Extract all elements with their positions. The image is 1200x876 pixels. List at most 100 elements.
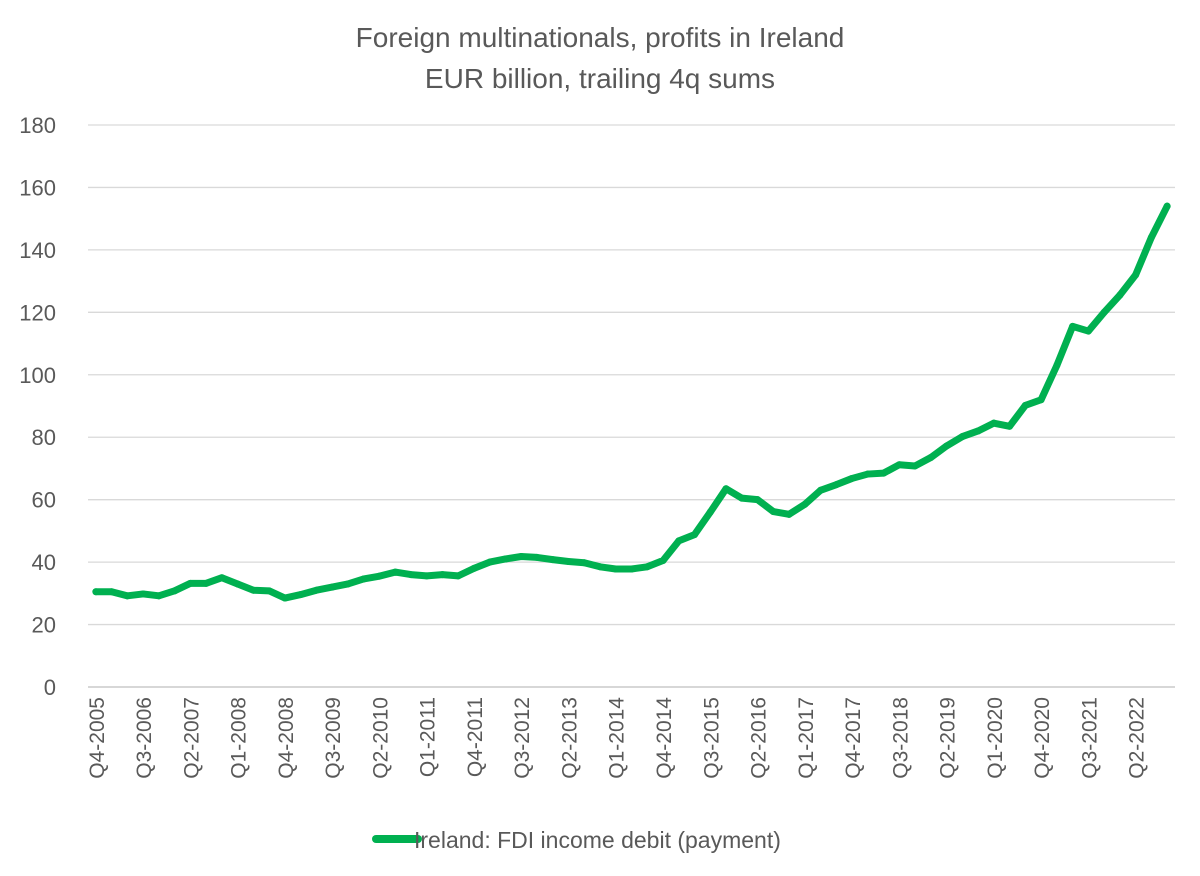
data-point: [754, 496, 762, 504]
data-point: [801, 500, 809, 508]
data-point: [360, 575, 368, 583]
x-tick-label: Q2-2022: [1126, 697, 1149, 779]
data-point: [375, 572, 383, 580]
data-point: [580, 559, 588, 567]
data-point: [1163, 202, 1171, 210]
x-tick-label: Q4-2005: [86, 697, 109, 779]
x-tick-label: Q3-2009: [322, 697, 345, 779]
data-point: [486, 558, 494, 566]
x-tick-label: Q1-2020: [984, 697, 1007, 779]
y-axis-tick-labels: 0 20 40 60 80 100 120 140 160 180: [19, 113, 56, 700]
x-tick-label: Q2-2016: [748, 697, 771, 779]
data-point: [927, 454, 935, 462]
x-tick-label: Q4-2014: [653, 697, 676, 779]
data-point: [895, 461, 903, 469]
x-tick-label: Q3-2018: [889, 697, 912, 779]
data-point: [186, 579, 194, 587]
data-point: [864, 470, 872, 478]
x-tick-label: Q2-2013: [558, 697, 581, 779]
x-tick-label: Q3-2015: [700, 697, 723, 779]
legend-label: Ireland: FDI income debit (payment): [414, 827, 781, 853]
y-tick-label: 0: [44, 675, 56, 700]
x-tick-label: Q1-2014: [606, 697, 629, 779]
data-point: [202, 579, 210, 587]
series-layer: [92, 202, 1171, 602]
data-point: [1100, 308, 1108, 316]
x-tick-label: Q4-2017: [842, 697, 865, 779]
data-point: [92, 588, 100, 596]
y-tick-label: 160: [19, 175, 56, 200]
x-tick-label: Q1-2008: [228, 697, 251, 779]
data-point: [1037, 396, 1045, 404]
data-point: [1053, 361, 1061, 369]
data-point: [281, 594, 289, 602]
x-tick-label: Q2-2010: [369, 697, 392, 779]
data-point: [533, 553, 541, 561]
data-point: [990, 419, 998, 427]
x-axis-tick-labels: Q4-2005 Q3-2006 Q2-2007 Q1-2008 Q4-2008 Q3-20…: [86, 697, 1149, 779]
data-point: [958, 433, 966, 441]
data-point: [1006, 422, 1014, 430]
data-point: [628, 565, 635, 573]
data-point: [1147, 233, 1155, 241]
x-tick-label: Q4-2008: [275, 697, 298, 779]
data-point: [344, 580, 352, 588]
data-point: [407, 571, 415, 579]
legend: Ireland: FDI income debit (payment): [372, 827, 781, 853]
data-point: [817, 486, 825, 494]
x-tick-label: Q1-2017: [795, 697, 818, 779]
data-point: [155, 592, 163, 600]
data-point: [1069, 322, 1077, 330]
data-point: [328, 583, 336, 591]
data-point: [517, 552, 525, 560]
data-point: [470, 564, 478, 572]
data-point: [501, 555, 509, 563]
data-point: [832, 481, 840, 489]
gridlines: [88, 124, 1175, 688]
data-point: [675, 537, 683, 545]
data-point: [643, 563, 651, 571]
y-tick-label: 120: [19, 300, 56, 325]
data-point: [391, 568, 399, 576]
data-point: [722, 485, 730, 493]
series-line: [92, 202, 1171, 602]
chart-title: Foreign multinationals, profits in Irela…: [356, 22, 845, 53]
y-tick-label: 180: [19, 113, 56, 138]
data-point: [1132, 271, 1140, 279]
data-point: [738, 494, 746, 502]
x-tick-label: Q4-2011: [464, 697, 487, 777]
x-tick-label: Q3-2012: [511, 697, 534, 779]
data-point: [139, 590, 147, 598]
data-point: [769, 508, 777, 516]
data-point: [249, 586, 257, 594]
data-point: [297, 591, 305, 599]
data-point: [1021, 401, 1029, 409]
x-tick-label: Q1-2011: [417, 697, 440, 777]
data-point: [171, 587, 179, 595]
y-tick-label: 140: [19, 238, 56, 263]
data-point: [123, 592, 131, 600]
data-point: [312, 586, 320, 594]
data-point: [706, 508, 714, 516]
data-point: [1116, 291, 1124, 299]
chart-subtitle: EUR billion, trailing 4q sums: [425, 63, 775, 94]
x-tick-label: Q4-2020: [1031, 697, 1054, 779]
data-point: [943, 442, 951, 450]
data-point: [454, 572, 462, 580]
data-point: [438, 571, 446, 579]
data-point: [785, 510, 793, 518]
data-point: [596, 563, 604, 571]
data-point: [911, 462, 919, 470]
y-tick-label: 40: [32, 550, 56, 575]
data-point: [234, 580, 242, 588]
x-tick-label: Q3-2021: [1078, 697, 1101, 779]
data-point: [265, 587, 273, 595]
data-point: [549, 556, 557, 564]
data-point: [218, 574, 226, 582]
data-point: [691, 531, 699, 539]
data-point: [880, 469, 888, 477]
y-tick-label: 60: [32, 488, 56, 513]
data-point: [659, 557, 667, 565]
